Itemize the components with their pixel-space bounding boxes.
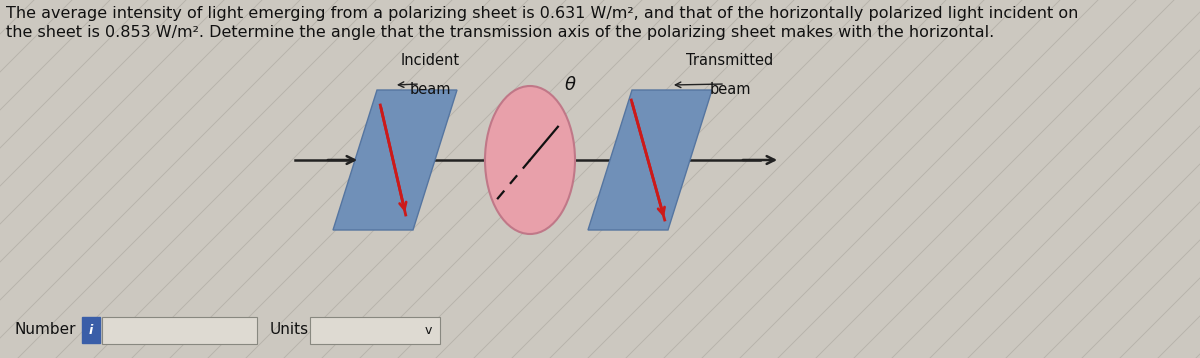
Text: i: i	[89, 324, 94, 337]
Polygon shape	[588, 90, 712, 230]
Text: beam: beam	[409, 82, 451, 97]
Text: Incident: Incident	[401, 53, 460, 68]
FancyBboxPatch shape	[102, 317, 257, 344]
Text: Units: Units	[270, 323, 310, 338]
Text: beam: beam	[709, 82, 751, 97]
Text: Transmitted: Transmitted	[686, 53, 774, 68]
Text: Number: Number	[14, 323, 77, 338]
Polygon shape	[334, 90, 457, 230]
FancyBboxPatch shape	[82, 317, 100, 343]
FancyBboxPatch shape	[310, 317, 440, 344]
Text: θ: θ	[564, 76, 576, 94]
Ellipse shape	[485, 86, 575, 234]
Text: v: v	[425, 324, 432, 337]
Text: The average intensity of light emerging from a polarizing sheet is 0.631 W/m², a: The average intensity of light emerging …	[6, 6, 1079, 21]
Text: the sheet is 0.853 W/m². Determine the angle that the transmission axis of the p: the sheet is 0.853 W/m². Determine the a…	[6, 25, 995, 40]
